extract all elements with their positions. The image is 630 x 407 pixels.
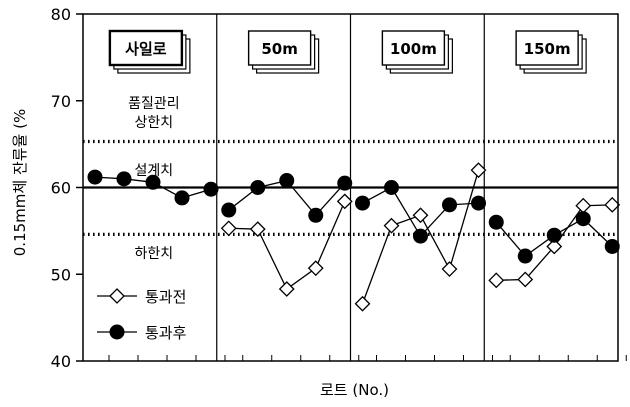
point-before — [354, 295, 371, 312]
point-before — [517, 271, 534, 288]
series-after — [87, 169, 620, 264]
point-before — [470, 162, 487, 179]
axis-labels: 로트 (No.) 0.15mm체 잔류율 (% — [11, 109, 389, 399]
point-after — [355, 195, 370, 211]
legend-label: 통과후 — [145, 324, 187, 342]
panel-tabs: 사일로 50m 100m 150m — [108, 29, 587, 74]
y-tick-label: 80 — [51, 5, 71, 24]
point-after — [109, 324, 125, 340]
point-after — [308, 207, 324, 223]
point-after — [116, 171, 132, 187]
tab-box — [108, 29, 184, 67]
point-after — [203, 181, 219, 197]
panel-tab-label: 50m — [261, 40, 298, 58]
point-after — [174, 190, 190, 206]
tab-box — [515, 30, 579, 66]
series-line — [228, 201, 346, 290]
y-tick-label: 60 — [51, 179, 71, 198]
upper-limit-label: 품질관리 — [128, 96, 180, 112]
point-before — [278, 281, 295, 297]
point-after — [517, 248, 533, 264]
y-tick-label: 70 — [51, 92, 71, 111]
series — [87, 162, 621, 312]
y-tick-label: 40 — [51, 352, 71, 371]
panel-tab-1: 사일로 — [108, 29, 191, 74]
y-axis-label: 0.15mm체 잔류율 (% — [11, 109, 29, 256]
point-before — [604, 196, 621, 213]
panel-tab-label: 사일로 — [125, 40, 167, 58]
point-before — [336, 193, 353, 210]
point-before — [546, 238, 563, 255]
point-after — [442, 197, 457, 213]
point-after — [471, 195, 486, 211]
tab-box — [247, 30, 312, 66]
y-tick-label: 50 — [51, 265, 71, 284]
panel-tab-3: 100m — [381, 30, 453, 74]
point-before — [575, 197, 592, 214]
plot-frame — [82, 13, 619, 362]
point-after — [250, 180, 266, 195]
point-after — [337, 175, 353, 191]
upper-limit-label: 상한치 — [135, 115, 174, 131]
point-after — [546, 227, 562, 243]
point-after — [279, 173, 295, 189]
y-axis-ticks: 40 50 60 70 80 — [51, 5, 83, 371]
point-before — [488, 272, 505, 289]
x-axis-label: 로트 (No.) — [320, 381, 389, 399]
lower-limit-label: 하한치 — [135, 246, 174, 262]
point-before — [220, 220, 237, 237]
point-after — [488, 214, 504, 230]
tab-box — [381, 30, 446, 66]
panel-tab-2: 50m — [247, 30, 320, 74]
panel-tab-label: 150m — [524, 40, 571, 58]
legend-label: 통과전 — [145, 288, 186, 306]
panel-tab-label: 100m — [390, 40, 437, 58]
series-before — [220, 162, 621, 312]
point-after — [384, 180, 399, 195]
point-before — [383, 217, 400, 234]
design-value-label: 설계치 — [135, 163, 174, 179]
point-before — [307, 260, 324, 277]
point-before — [441, 261, 458, 277]
point-after — [145, 174, 161, 190]
point-after — [413, 228, 428, 244]
point-after — [575, 211, 591, 227]
point-after — [221, 202, 237, 218]
point-before — [249, 221, 266, 238]
panel-tab-4: 150m — [515, 30, 587, 74]
point-before — [109, 288, 125, 304]
point-before — [412, 207, 429, 224]
point-after — [87, 169, 103, 185]
point-after — [604, 238, 620, 254]
